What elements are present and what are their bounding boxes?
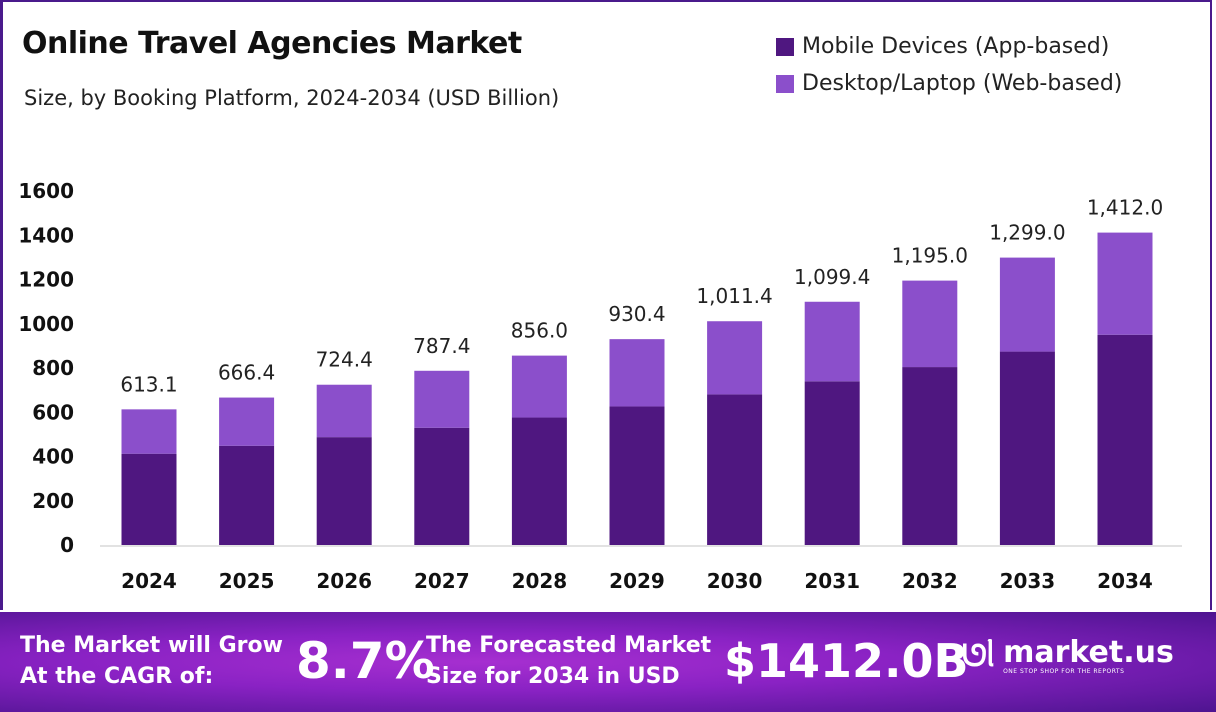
bar-segment-mobile (511, 417, 567, 545)
x-tick-label: 2025 (219, 569, 275, 593)
brand-logo: ᘎᥣ market.us ONE STOP SHOP FOR THE REPOR… (962, 635, 1174, 676)
forecast-value: $1412.0B (724, 634, 969, 688)
bar-segment-mobile (999, 351, 1055, 545)
cagr-label: The Market will Grow At the CAGR of: (20, 630, 283, 692)
bar-segment-desktop (219, 397, 275, 446)
legend-swatch-mobile (776, 37, 794, 56)
data-label-total: 787.4 (413, 334, 470, 358)
x-tick-label: 2028 (512, 569, 568, 593)
y-tick-label: 400 (32, 445, 74, 469)
chart-frame (0, 0, 1212, 610)
x-tick-label: 2033 (1000, 569, 1056, 593)
legend-item-desktop: Desktop/Laptop (Web-based) (776, 65, 1122, 102)
x-tick-label: 2034 (1097, 569, 1153, 593)
x-tick-label: 2027 (414, 569, 470, 593)
y-tick-label: 0 (60, 533, 74, 557)
forecast-label: The Forecasted Market Size for 2034 in U… (426, 630, 711, 692)
bar-segment-mobile (121, 453, 177, 545)
data-label-total: 666.4 (218, 361, 275, 385)
legend-swatch-desktop (776, 74, 794, 93)
y-tick-label: 200 (32, 489, 74, 513)
y-tick-label: 1400 (18, 223, 74, 247)
chart-title: Online Travel Agencies Market (22, 26, 522, 61)
data-label-total: 613.1 (120, 372, 177, 396)
data-label-total: 724.4 (316, 348, 373, 372)
bar-segment-mobile (902, 367, 958, 545)
y-tick-label: 600 (32, 400, 74, 424)
y-tick-label: 1600 (18, 179, 74, 203)
brand-name: market.us (1003, 635, 1174, 670)
market-us-logo-icon: ᘎᥣ (962, 639, 996, 674)
x-tick-label: 2031 (804, 569, 860, 593)
data-label-total: 1,412.0 (1087, 196, 1163, 220)
cagr-label-line1: The Market will Grow (20, 633, 283, 658)
data-label-total: 930.4 (608, 302, 665, 326)
bar-segment-desktop (121, 409, 177, 454)
brand-tagline: ONE STOP SHOP FOR THE REPORTS (1003, 668, 1125, 675)
bar-segment-mobile (609, 406, 665, 545)
legend-label: Desktop/Laptop (Web-based) (802, 71, 1123, 96)
x-tick-label: 2032 (902, 569, 958, 593)
data-label-total: 1,099.4 (794, 265, 870, 289)
chart-subtitle: Size, by Booking Platform, 2024-2034 (US… (24, 86, 560, 110)
bar-segment-desktop (511, 355, 567, 418)
bar-segment-mobile (219, 445, 275, 545)
bar-segment-desktop (414, 370, 470, 428)
legend: Mobile Devices (App-based) Desktop/Lapto… (776, 28, 1122, 102)
forecast-label-line2: Size for 2034 in USD (426, 664, 680, 689)
bar-chart: 0 200 400 600 800 1000 1200 1400 1600 613.1 2024 66… (18, 179, 1182, 593)
bar-segment-mobile (1097, 334, 1153, 545)
bar-segment-desktop (902, 280, 958, 368)
data-label-total: 1,195.0 (892, 244, 968, 268)
legend-label: Mobile Devices (App-based) (802, 34, 1110, 59)
x-tick-label: 2030 (707, 569, 763, 593)
y-tick-label: 1000 (18, 312, 74, 336)
bar-segment-desktop (1097, 232, 1153, 335)
y-tick-label: 800 (32, 356, 74, 380)
bar-segment-mobile (707, 394, 763, 545)
y-tick-label: 1200 (18, 268, 74, 292)
bar-segment-mobile (804, 381, 860, 545)
bar-segment-desktop (609, 339, 665, 407)
x-tick-label: 2026 (316, 569, 372, 593)
bar-segment-mobile (316, 437, 372, 545)
bar-segment-desktop (804, 301, 860, 382)
footer-banner: The Market will Grow At the CAGR of: 8.7… (0, 612, 1216, 712)
cagr-value: 8.7% (296, 632, 435, 690)
x-tick-label: 2029 (609, 569, 665, 593)
data-label-total: 856.0 (511, 319, 568, 343)
bar-segment-desktop (707, 321, 763, 395)
x-tick-label: 2024 (121, 569, 177, 593)
legend-item-mobile: Mobile Devices (App-based) (776, 28, 1122, 65)
forecast-label-line1: The Forecasted Market (426, 633, 712, 658)
cagr-label-line2: At the CAGR of: (20, 664, 214, 689)
data-label-total: 1,299.0 (989, 221, 1065, 245)
bar-segment-mobile (414, 427, 470, 545)
data-label-total: 1,011.4 (696, 284, 772, 308)
bar-segment-desktop (999, 257, 1055, 352)
bar-segment-desktop (316, 384, 372, 438)
